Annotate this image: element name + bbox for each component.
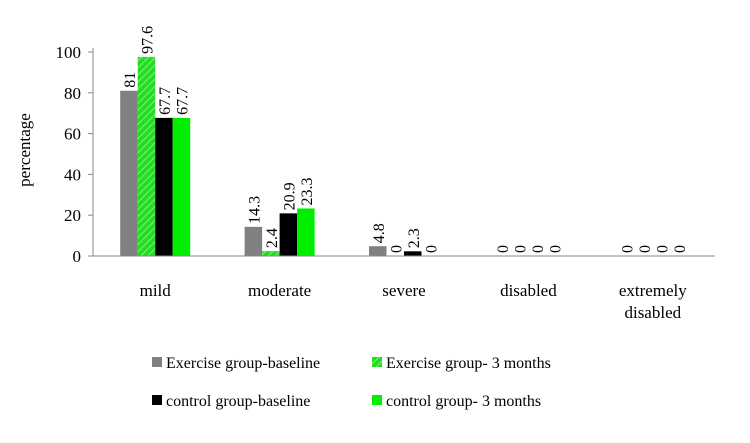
- legend-label: control group- 3 months: [386, 393, 541, 410]
- legend-swatch: [372, 357, 382, 367]
- data-label: 2.3: [406, 228, 423, 248]
- category-label: extremely: [619, 281, 687, 300]
- category-label: disabled: [500, 281, 557, 300]
- bar-0-3: [172, 117, 191, 256]
- legend-swatch: [152, 357, 162, 367]
- data-label: 67.7: [157, 87, 174, 115]
- data-label: 0: [423, 245, 440, 253]
- data-label: 20.9: [281, 182, 298, 210]
- bar-2-2: [404, 251, 422, 256]
- legend-swatch: [152, 395, 162, 405]
- y-tick-label: 20: [64, 206, 81, 225]
- data-label: 14.3: [246, 196, 263, 224]
- bars: [120, 56, 422, 257]
- data-label: 67.7: [174, 87, 191, 115]
- data-label: 0: [513, 245, 530, 253]
- data-label: 0: [388, 245, 405, 253]
- data-label: 4.8: [371, 223, 388, 243]
- legend-label: Exercise group- 3 months: [386, 355, 551, 372]
- y-tick-label: 100: [56, 43, 82, 62]
- bar-0-1: [137, 56, 156, 257]
- bar-2-0: [369, 246, 387, 256]
- y-axis: 0 20 40 60 80 100: [56, 43, 94, 266]
- data-label: 0: [620, 245, 637, 253]
- legend-swatch: [372, 395, 382, 405]
- bar-1-0: [244, 226, 263, 256]
- bar-0-2: [155, 117, 173, 256]
- legend: Exercise group-baseline Exercise group- 3…: [152, 355, 551, 410]
- data-label: 0: [530, 245, 547, 253]
- category-label: mild: [140, 281, 172, 300]
- y-tick-label: 40: [64, 165, 81, 184]
- bar-0-0: [120, 90, 138, 256]
- data-label: 0: [637, 245, 654, 253]
- data-label: 2.4: [264, 228, 281, 248]
- data-label: 0: [548, 245, 565, 253]
- category-label: severe: [382, 281, 425, 300]
- y-tick-label: 80: [64, 84, 81, 103]
- data-label: 97.6: [139, 26, 156, 54]
- data-label: 0: [655, 245, 672, 253]
- legend-label: Exercise group-baseline: [166, 355, 320, 372]
- y-tick-label: 60: [64, 125, 81, 144]
- data-label: 0: [672, 245, 689, 253]
- legend-label: control group-baseline: [166, 393, 310, 410]
- y-tick-label: 0: [73, 247, 82, 266]
- data-label: 81: [122, 72, 139, 88]
- data-label: 23.3: [299, 177, 316, 205]
- bar-1-3: [297, 208, 315, 256]
- bar-1-1: [262, 251, 280, 256]
- x-axis: mild moderate severe disabled extremely disab…: [93, 255, 715, 322]
- category-label: disabled: [624, 303, 681, 322]
- data-label: 0: [495, 245, 512, 253]
- bar-1-2: [279, 213, 298, 256]
- category-label: moderate: [248, 281, 311, 300]
- y-axis-title: percentage: [15, 113, 34, 187]
